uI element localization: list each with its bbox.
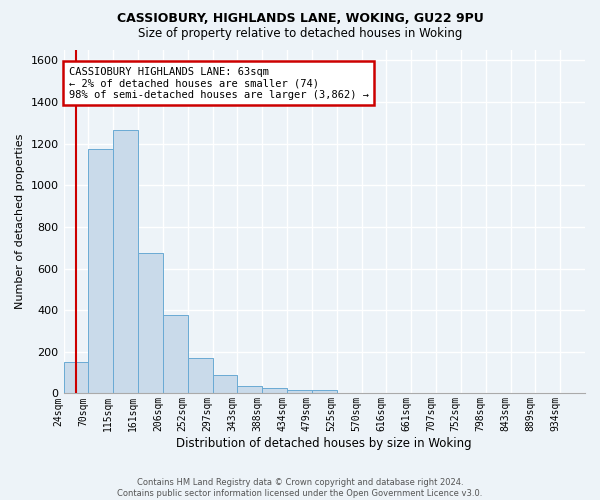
Bar — [88, 149, 113, 394]
Bar — [188, 358, 212, 394]
Bar — [287, 390, 312, 394]
Bar — [262, 388, 287, 394]
Y-axis label: Number of detached properties: Number of detached properties — [15, 134, 25, 310]
Bar — [312, 390, 337, 394]
Text: CASSIOBURY, HIGHLANDS LANE, WOKING, GU22 9PU: CASSIOBURY, HIGHLANDS LANE, WOKING, GU22… — [116, 12, 484, 26]
Bar — [212, 374, 238, 394]
Text: CASSIOBURY HIGHLANDS LANE: 63sqm
← 2% of detached houses are smaller (74)
98% of: CASSIOBURY HIGHLANDS LANE: 63sqm ← 2% of… — [68, 66, 368, 100]
Bar — [113, 130, 138, 394]
Text: Size of property relative to detached houses in Woking: Size of property relative to detached ho… — [138, 28, 462, 40]
Bar — [64, 362, 88, 394]
Bar — [138, 253, 163, 394]
Bar — [163, 316, 188, 394]
Text: Contains HM Land Registry data © Crown copyright and database right 2024.
Contai: Contains HM Land Registry data © Crown c… — [118, 478, 482, 498]
Bar — [238, 386, 262, 394]
X-axis label: Distribution of detached houses by size in Woking: Distribution of detached houses by size … — [176, 437, 472, 450]
